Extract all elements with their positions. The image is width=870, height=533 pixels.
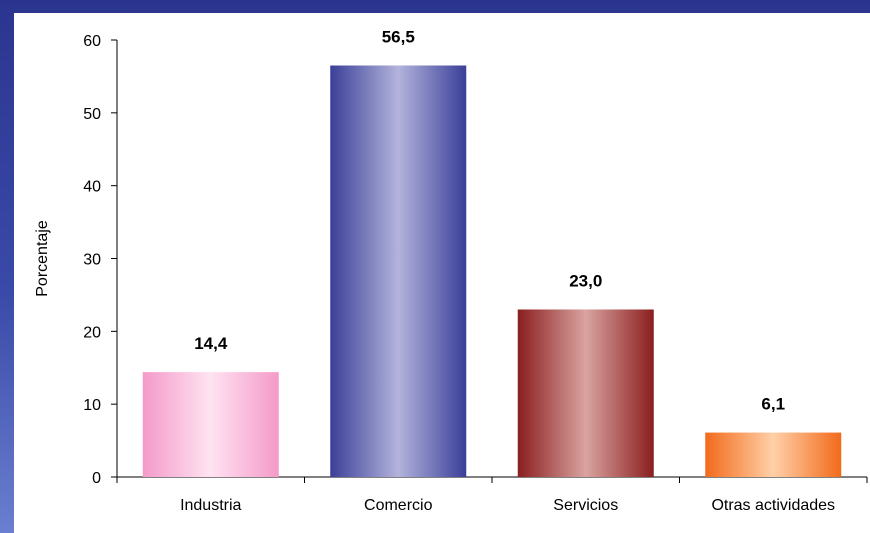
bar-value-label: 14,4 <box>194 334 228 353</box>
y-tick-label: 0 <box>92 470 101 487</box>
y-tick-label: 30 <box>83 252 101 269</box>
y-tick-label: 20 <box>83 324 101 341</box>
y-ticks: 0 10 20 30 40 50 60 <box>83 33 117 487</box>
bar-comercio <box>330 65 467 477</box>
x-ticks: Industria Comercio Servicios Otras activida… <box>116 477 868 514</box>
bar-value-label: 6,1 <box>761 395 785 414</box>
y-tick-label: 50 <box>83 106 101 123</box>
data-labels: 14,4 56,5 23,0 6,1 <box>194 27 785 413</box>
bar-value-label: 23,0 <box>569 271 602 290</box>
bar-servicios <box>517 309 654 477</box>
y-tick-label: 60 <box>83 33 101 50</box>
y-tick-label: 40 <box>83 179 101 196</box>
y-axis-title: Porcentaje <box>34 220 51 297</box>
bar-value-label: 56,5 <box>382 27 415 46</box>
x-category-label: Servicios <box>553 497 618 514</box>
y-tick-label: 10 <box>83 397 101 414</box>
x-category-label: Comercio <box>364 497 433 514</box>
x-category-label: Otras actividades <box>711 497 835 514</box>
bars <box>142 65 842 477</box>
bar-otras-actividades <box>705 432 842 477</box>
x-category-label: Industria <box>180 497 241 514</box>
bar-industria <box>142 372 279 477</box>
